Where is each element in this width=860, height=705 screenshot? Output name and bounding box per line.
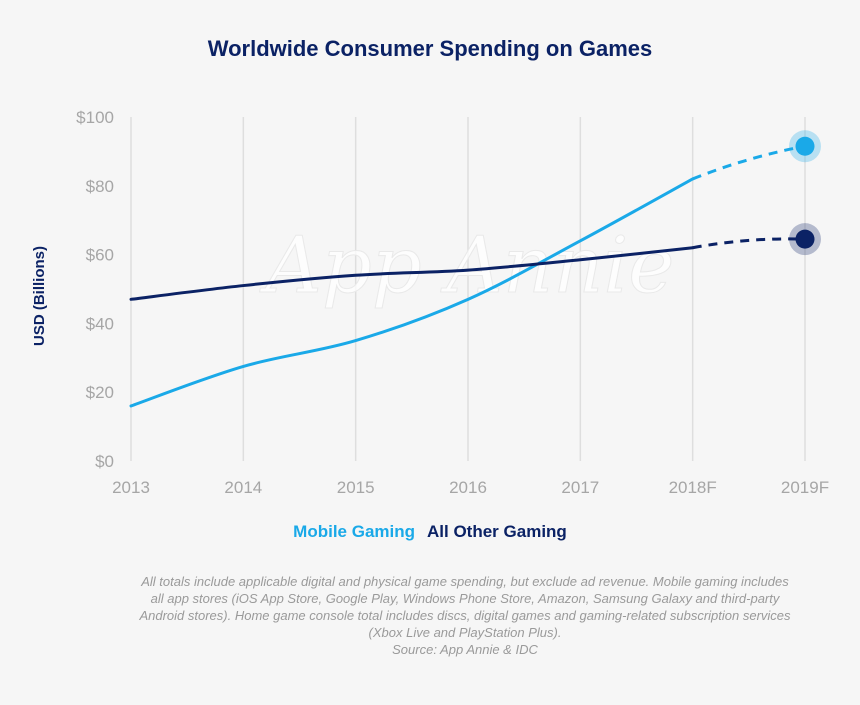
axis-layer: $0 $20 $40 $60 $80 $100 2013 2014 2015 2016 2017 20… xyxy=(76,108,829,497)
watermark: App Annie xyxy=(260,221,675,311)
series-forecast-line xyxy=(692,144,806,181)
footnote-line: (Xbox Live and PlayStation Plus). xyxy=(368,625,562,640)
forecast-point xyxy=(795,136,815,156)
footnote-line: All totals include applicable digital an… xyxy=(141,574,789,589)
grid-layer xyxy=(130,117,806,461)
footnote: All totals include applicable digital an… xyxy=(95,573,835,658)
y-tick-label: $80 xyxy=(86,177,114,196)
y-tick-label: $40 xyxy=(86,314,114,333)
chart-title: Worldwide Consumer Spending on Games xyxy=(207,36,653,61)
watermark-layer: App Annie xyxy=(259,221,675,312)
footnote-line: Android stores). Home game console total… xyxy=(139,608,791,623)
series-line-mobile xyxy=(129,177,695,408)
y-axis-label: USD (Billions) xyxy=(31,246,48,346)
y-tick-label: $100 xyxy=(76,108,114,127)
footnote-line: Source: App Annie & IDC xyxy=(392,642,538,657)
x-tick-label: 2018F xyxy=(669,478,717,497)
x-tick-label: 2019F xyxy=(781,478,829,497)
series-forecast-line xyxy=(692,237,806,250)
y-tick-label: $0 xyxy=(95,452,114,471)
legend-item-all-other-gaming: All Other Gaming xyxy=(427,522,567,541)
x-tick-label: 2016 xyxy=(449,478,487,497)
legend: Mobile Gaming All Other Gaming xyxy=(0,522,860,542)
x-tick-label: 2013 xyxy=(112,478,150,497)
series-layer xyxy=(129,130,821,408)
x-tick-label: 2015 xyxy=(337,478,375,497)
legend-item-mobile-gaming: Mobile Gaming xyxy=(293,522,416,541)
y-tick-label: $60 xyxy=(86,246,114,265)
x-tick-label: 2017 xyxy=(561,478,599,497)
footnote-line: all app stores (iOS App Store, Google Pl… xyxy=(150,591,780,606)
forecast-point xyxy=(795,229,815,249)
series-line-other xyxy=(129,246,695,301)
x-tick-label: 2014 xyxy=(224,478,262,497)
y-tick-label: $20 xyxy=(86,383,114,402)
